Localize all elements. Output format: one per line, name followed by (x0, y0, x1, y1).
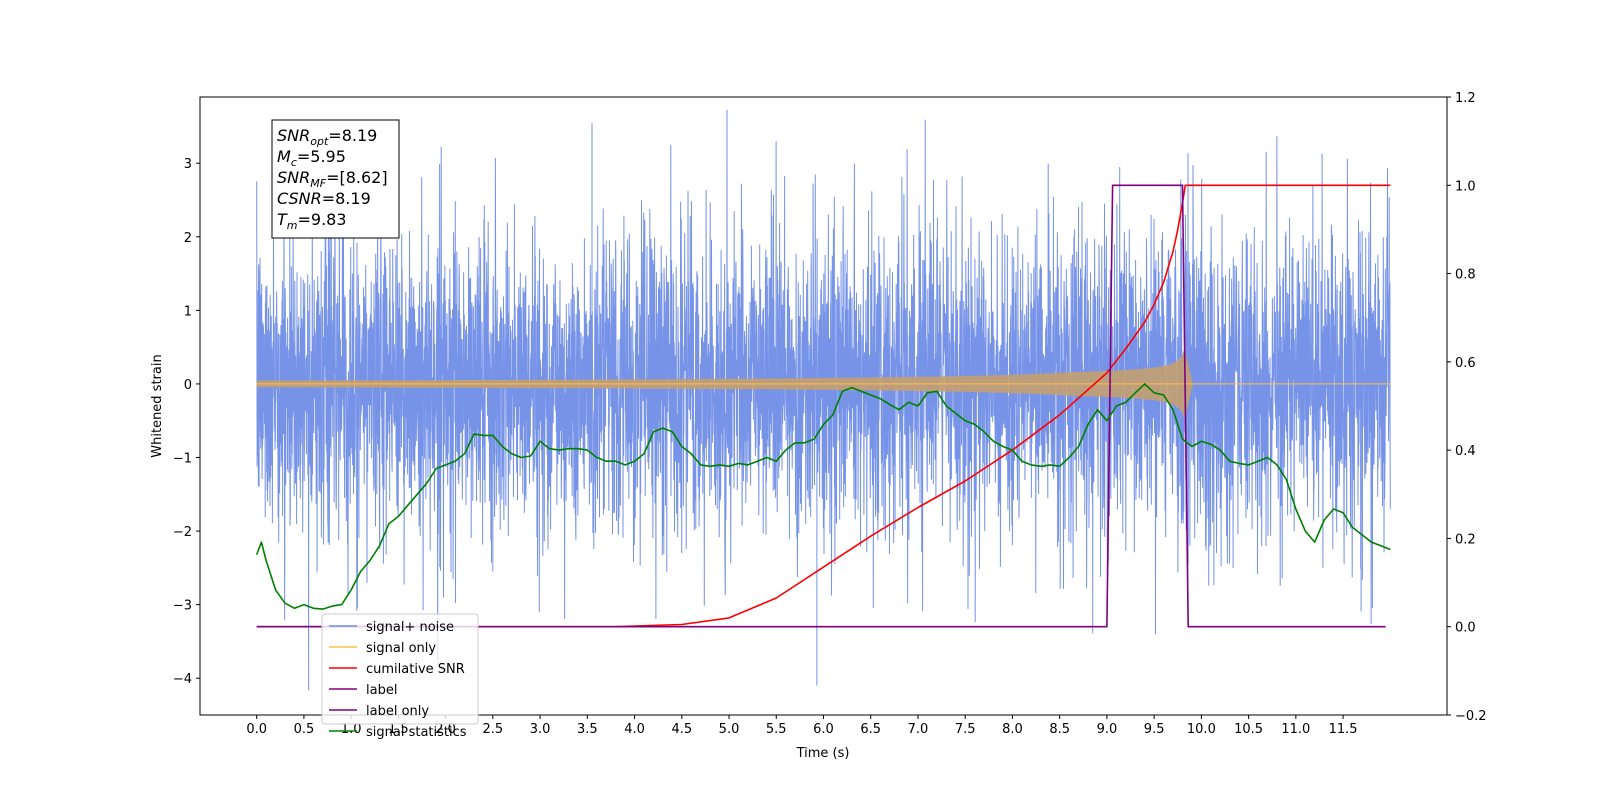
legend-label: signal+ noise (366, 620, 454, 635)
y2-tick-label: 1.0 (1455, 179, 1476, 194)
legend-frame (321, 613, 479, 725)
x-tick-label: 0.0 (246, 722, 267, 737)
y2-tick-label: 0.4 (1455, 444, 1476, 459)
y-tick-label: −3 (173, 599, 192, 614)
stats-annotation-line: Mc=5.95 (277, 147, 346, 169)
stats-annotation-line: SNRopt=8.19 (277, 126, 377, 148)
y-tick-label: −1 (173, 452, 192, 467)
series-label (256, 184, 1386, 628)
x-tick-label: 4.5 (671, 722, 692, 737)
legend-label: signal statistics (366, 725, 467, 740)
legend-label: label (366, 683, 397, 698)
x-tick-label: 0.5 (294, 722, 315, 737)
y-axis-label: Whitened strain (150, 354, 165, 457)
x-tick-label: 1.0 (341, 722, 362, 737)
x-tick-label: 8.5 (1049, 722, 1070, 737)
x-tick-label: 6.5 (860, 722, 881, 737)
series-cumilative-snr (256, 184, 1391, 628)
x-tick-label: 10.5 (1234, 722, 1263, 737)
series-signal-statistics (255, 383, 1391, 610)
y-tick-label: 3 (184, 157, 192, 172)
series-signal-noise (256, 109, 1391, 691)
x-tick-label: 7.5 (955, 722, 976, 737)
series-layer (255, 109, 1391, 691)
x-tick-label: 1.5 (388, 722, 409, 737)
x-tick-label: 2.5 (483, 722, 504, 737)
x-axis: 0.0 0.5 1.0 1.5 2.0 2.5 3.0 3.5 4.0 4.5 5.0 5.5 6.0 6… (246, 715, 1358, 737)
legend-label: label only (366, 704, 429, 719)
legend-label: cumilative SNR (366, 662, 465, 677)
x-tick-label: 5.5 (766, 722, 787, 737)
x-tick-label: 10.0 (1187, 722, 1216, 737)
x-tick-label: 2.0 (435, 722, 456, 737)
stats-annotation-line: CSNR=8.19 (277, 189, 371, 208)
y-tick-label: 1 (184, 304, 192, 319)
legend-label: signal only (366, 641, 436, 656)
x-tick-label: 9.5 (1144, 722, 1165, 737)
y2-tick-label: −0.2 (1455, 709, 1487, 724)
stats-annotation-line: SNRMF=[8.62] (277, 168, 388, 190)
x-tick-label: 4.0 (624, 722, 645, 737)
y2-tick-label: 0.2 (1455, 532, 1476, 547)
y-axis-right: −0.2 0.0 0.2 0.4 0.6 0.8 1.0 1.2 (1447, 91, 1487, 724)
x-tick-label: 6.0 (813, 722, 834, 737)
y2-tick-label: 0.8 (1455, 268, 1476, 283)
y2-tick-label: 0.6 (1455, 356, 1476, 371)
y-axis-left: −4 −3 −2 −1 0 1 2 3 (173, 157, 200, 687)
y-tick-label: −2 (173, 525, 192, 540)
x-tick-label: 3.5 (577, 722, 598, 737)
y-tick-label: −4 (173, 672, 192, 687)
y2-tick-label: 0.0 (1455, 621, 1476, 636)
x-tick-label: 3.0 (530, 722, 551, 737)
stats-annotation-line: Tm=9.83 (277, 210, 347, 232)
legend: signal+ noise signal only cumilative SNR la… (321, 613, 479, 740)
x-tick-label: 9.0 (1097, 722, 1118, 737)
y-tick-label: 0 (184, 378, 192, 393)
x-tick-label: 5.0 (719, 722, 740, 737)
x-tick-label: 11.5 (1329, 722, 1358, 737)
x-tick-label: 8.0 (1002, 722, 1023, 737)
y2-tick-label: 1.2 (1455, 91, 1476, 106)
x-tick-label: 11.0 (1281, 722, 1310, 737)
y-tick-label: 2 (184, 231, 192, 246)
x-tick-label: 7.0 (908, 722, 929, 737)
stats-annotation-frame (271, 119, 400, 239)
x-axis-label: Time (s) (796, 746, 850, 761)
